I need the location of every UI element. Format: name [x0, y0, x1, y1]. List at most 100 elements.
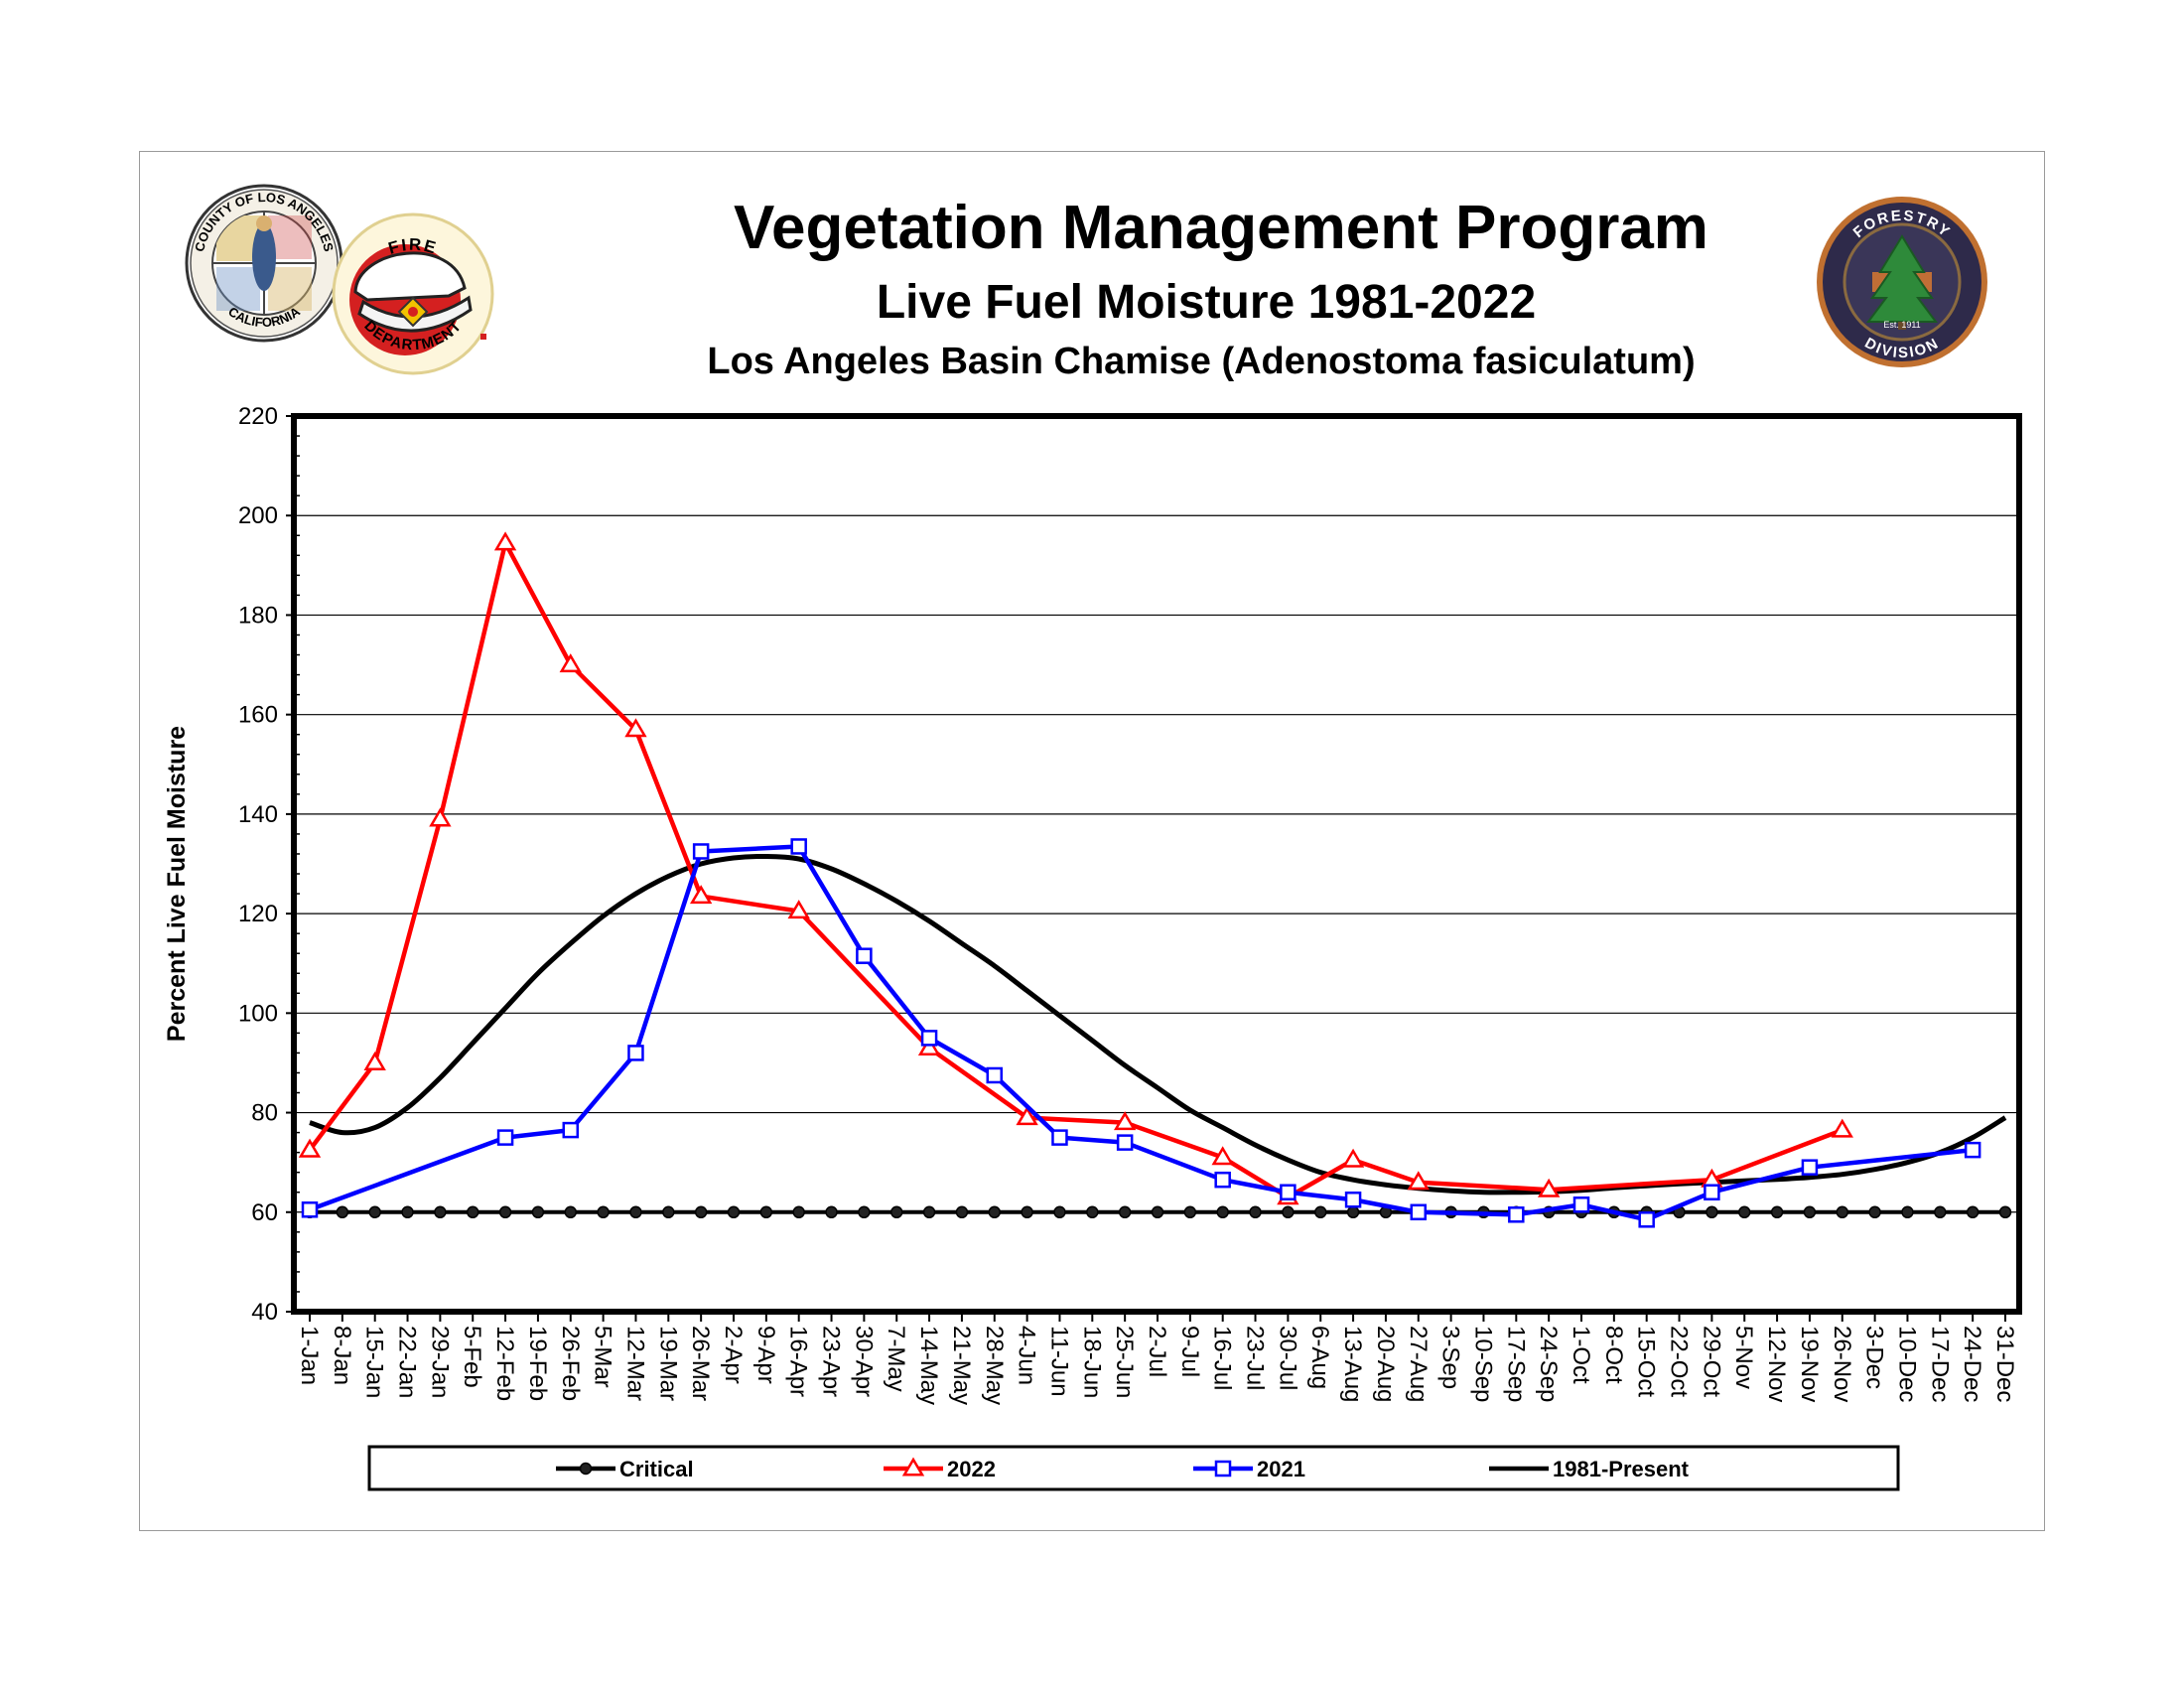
x-tick-label: 16-Apr [785, 1326, 812, 1397]
data-point [662, 1205, 675, 1219]
x-tick-label: 22-Jan [394, 1326, 421, 1398]
data-point [1183, 1205, 1197, 1219]
y-tick-label: 140 [238, 801, 278, 828]
data-point [559, 653, 582, 673]
x-tick-label: 17-Sep [1502, 1326, 1529, 1402]
data-point [917, 1036, 941, 1055]
x-tick-label: 26-Mar [687, 1326, 714, 1401]
data-point [988, 1205, 1002, 1219]
data-point [562, 1121, 580, 1139]
data-point [627, 1045, 644, 1061]
x-tick-label: 1-Jan [296, 1326, 323, 1385]
x-tick-label: 5-Mar [590, 1326, 616, 1388]
x-axis-ticks: 1-Jan 8-Jan 15-Jan 22-Jan 29-Jan 5-Feb 12-Feb 1… [296, 1312, 2018, 1405]
x-tick-label: 26-Feb [557, 1326, 584, 1401]
x-tick-label: 19-Nov [1796, 1326, 1823, 1402]
data-point [1116, 1134, 1134, 1151]
data-point [694, 1205, 708, 1219]
data-point [1803, 1205, 1817, 1219]
data-point [792, 1205, 805, 1219]
legend-label: Critical [619, 1457, 694, 1481]
x-tick-label: 5-Feb [459, 1326, 485, 1388]
y-tick-label: 220 [238, 403, 278, 430]
series-critical [303, 1205, 2012, 1219]
x-tick-label: 16-Jul [1209, 1326, 1236, 1390]
y-axis-ticks: 40 60 80 100 120 140 160 180 200 220 [238, 403, 300, 1326]
data-point [1638, 1211, 1655, 1228]
chart-subtitle-species: Los Angeles Basin Chamise (Adenostoma fa… [707, 341, 1695, 382]
x-tick-label: 1-Oct [1568, 1326, 1594, 1384]
data-point [858, 1205, 871, 1219]
chart-title: Vegetation Management Program [734, 194, 1708, 262]
data-point [597, 1205, 610, 1219]
legend: Critical 2022 2021 1981-Present [367, 1445, 1900, 1491]
x-tick-label: 22-Oct [1666, 1326, 1693, 1397]
forestry-division-logo: FORESTRY DIVISION Est. 1911 [1817, 197, 1987, 367]
x-tick-label: 3-Sep [1437, 1326, 1464, 1389]
y-tick-label: 40 [251, 1299, 278, 1326]
data-point [955, 1205, 969, 1219]
data-point [759, 1205, 773, 1219]
series-2022 [298, 531, 1853, 1205]
data-point [1346, 1205, 1360, 1219]
legend-label: 1981-Present [1553, 1457, 1690, 1481]
x-tick-label: 29-Oct [1698, 1326, 1724, 1397]
data-point [689, 885, 713, 905]
x-tick-label: 12-Nov [1763, 1326, 1790, 1402]
data-point [1214, 1171, 1231, 1189]
data-point [1118, 1205, 1132, 1219]
legend-items: Critical 2022 2021 1981-Present [556, 1457, 1690, 1481]
x-tick-label: 4-Jun [1014, 1326, 1040, 1385]
chart-subtitle: Live Fuel Moisture 1981-2022 [877, 276, 1536, 329]
data-point [1508, 1206, 1525, 1223]
data-point [498, 1205, 512, 1219]
x-tick-label: 19-Mar [654, 1326, 681, 1401]
fire-department-logo: FIRE DEPARTMENT [332, 212, 494, 375]
forestry-logo-est-text: Est. 1911 [1883, 320, 1920, 330]
x-tick-label: 27-Aug [1405, 1326, 1432, 1402]
county-seal-logo: COUNTY OF LOS ANGELES CALIFORNIA [185, 184, 343, 343]
x-tick-label: 9-Jul [1176, 1326, 1203, 1377]
data-point [1801, 1159, 1819, 1176]
x-tick-label: 21-May [948, 1326, 975, 1405]
series-1981-present [309, 853, 2007, 1196]
data-point [1572, 1196, 1590, 1213]
x-tick-label: 8-Oct [1600, 1326, 1627, 1384]
x-tick-label: 23-Apr [818, 1326, 845, 1397]
data-point [922, 1205, 936, 1219]
x-tick-label: 15-Jan [361, 1326, 388, 1398]
x-tick-label: 12-Mar [621, 1326, 648, 1401]
data-point [856, 947, 873, 964]
series-line [309, 844, 1974, 1222]
data-point [1998, 1205, 2012, 1219]
y-tick-label: 80 [251, 1100, 278, 1127]
data-point [1313, 1205, 1327, 1219]
data-point [1770, 1205, 1784, 1219]
x-tick-label: 25-Jun [1111, 1326, 1138, 1398]
x-tick-label: 11-Jun [1045, 1326, 1072, 1397]
data-point [496, 1129, 514, 1146]
legend-item: 1981-Present [1489, 1457, 1690, 1481]
data-point [1086, 1205, 1099, 1219]
data-point [1016, 1106, 1038, 1126]
y-tick-label: 120 [238, 901, 278, 927]
legend-item: 2022 [884, 1457, 996, 1481]
gridlines [294, 514, 2019, 1213]
x-tick-label: 14-May [915, 1326, 942, 1405]
x-tick-label: 12-Feb [491, 1326, 518, 1401]
x-tick-label: 17-Dec [1926, 1326, 1953, 1402]
data-point [986, 1066, 1004, 1084]
x-tick-label: 5-Nov [1730, 1326, 1757, 1389]
data-point [1964, 1141, 1981, 1159]
x-tick-label: 13-Aug [1339, 1326, 1366, 1402]
x-tick-label: 6-Aug [1306, 1326, 1333, 1389]
data-point [363, 1051, 386, 1070]
x-tick-label: 10-Dec [1893, 1326, 1920, 1402]
x-tick-label: 24-Sep [1535, 1326, 1562, 1402]
legend-swatch-marker [1214, 1460, 1232, 1477]
data-point [298, 1138, 322, 1158]
x-tick-label: 30-Jul [1274, 1326, 1300, 1390]
legend-label: 2021 [1257, 1457, 1305, 1481]
